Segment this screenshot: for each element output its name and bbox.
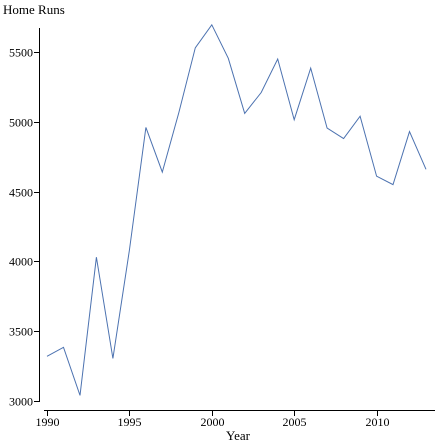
data-point xyxy=(46,355,49,358)
data-point xyxy=(95,256,98,259)
data-point xyxy=(194,46,197,49)
data-point xyxy=(128,249,131,252)
x-axis-title: Year xyxy=(226,428,251,443)
y-tick-label: 5000 xyxy=(9,116,33,130)
data-point xyxy=(342,137,345,140)
x-tick-label: 2010 xyxy=(366,415,390,429)
plot-area xyxy=(46,23,428,397)
x-tick-label: 1990 xyxy=(36,415,60,429)
data-point xyxy=(425,168,428,171)
data-point xyxy=(111,357,114,360)
y-ticks: 3000 3500 4000 4500 5000 5500 xyxy=(9,46,40,409)
data-point xyxy=(79,394,82,397)
data-point xyxy=(309,67,312,70)
data-point xyxy=(144,126,147,129)
data-point xyxy=(392,183,395,186)
data-point xyxy=(359,115,362,118)
data-point xyxy=(276,58,279,61)
data-point xyxy=(227,57,230,60)
data-point xyxy=(210,23,213,26)
y-axis-title: Home Runs xyxy=(3,2,65,17)
data-point xyxy=(177,111,180,114)
x-tick-label: 1995 xyxy=(118,415,142,429)
data-point xyxy=(326,127,329,130)
y-tick-label: 5500 xyxy=(9,46,33,60)
data-point xyxy=(293,118,296,121)
data-point xyxy=(62,346,65,349)
x-tick-label: 2000 xyxy=(201,415,225,429)
data-point xyxy=(408,130,411,133)
x-tick-label: 2005 xyxy=(283,415,307,429)
data-point xyxy=(260,91,263,94)
y-tick-label: 3500 xyxy=(9,325,33,339)
series-line xyxy=(46,23,427,396)
x-ticks: 1990 1995 2000 2005 2010 xyxy=(36,410,390,429)
data-point xyxy=(243,112,246,115)
y-tick-label: 4500 xyxy=(9,186,33,200)
y-tick-label: 4000 xyxy=(9,255,33,269)
data-point xyxy=(375,175,378,178)
y-tick-label: 3000 xyxy=(9,395,33,409)
data-point xyxy=(161,171,164,174)
